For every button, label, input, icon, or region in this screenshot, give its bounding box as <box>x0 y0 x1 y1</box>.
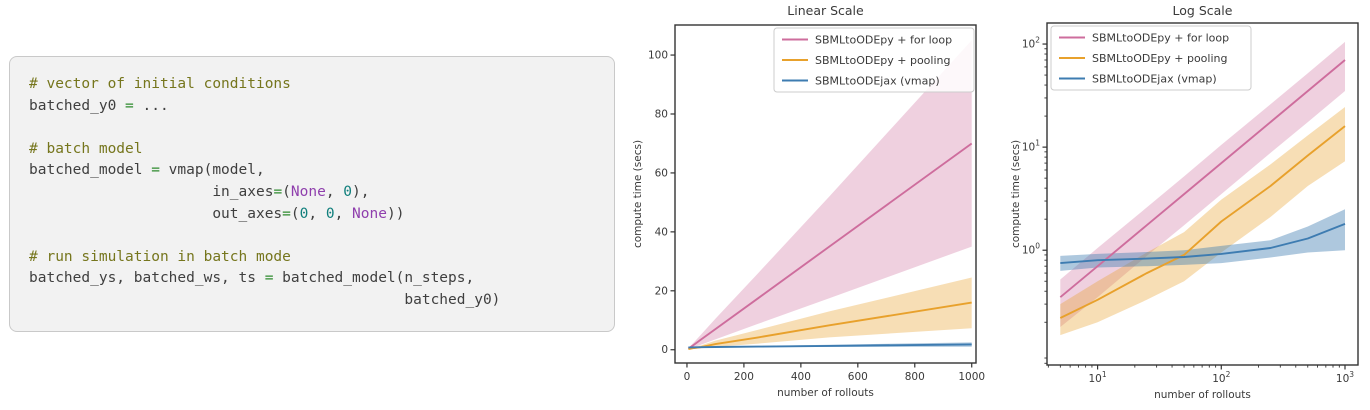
y-axis-label: compute time (secs) <box>632 140 644 248</box>
tick-label: 800 <box>905 371 925 383</box>
code-token-plain: batched_y0 <box>29 97 126 114</box>
code-token-plain: )) <box>386 205 405 222</box>
code-token-plain: batched_ys, batched_ws, ts <box>29 270 265 287</box>
tick-label: 101 <box>1022 139 1040 154</box>
band-series-1 <box>1060 107 1345 336</box>
legend-label: SBMLtoODEpy + for loop <box>1092 32 1229 45</box>
log-scale-chart: 101 102 103 number of rollouts 100 101 102 comp… <box>1008 0 1370 406</box>
legend-label: SBMLtoODEpy + pooling <box>1092 52 1227 65</box>
tick-label: 0 <box>661 344 668 356</box>
linear-chart-svg: 0 200 400 600 800 1000 number of rollouts 0 20 40… <box>632 3 985 399</box>
band-series-2 <box>1060 209 1345 271</box>
legend-box <box>1050 25 1252 91</box>
band-series-0 <box>1060 41 1345 328</box>
series-lines <box>1059 59 1346 319</box>
tick-label: 0 <box>684 371 691 383</box>
tick-label: 400 <box>791 371 811 383</box>
x-axis: 101 102 103 number of rollouts <box>1047 365 1354 401</box>
x-axis-label: number of rollouts <box>1154 389 1251 401</box>
code-token-operator: = <box>282 205 291 222</box>
code-token-plain: , <box>308 205 326 222</box>
band-series-1 <box>688 277 972 350</box>
band-series-0 <box>688 40 972 350</box>
code-token-plain: , <box>325 183 344 200</box>
linear-scale-chart: 0 200 400 600 800 1000 number of rollouts 0 20 40… <box>630 0 1010 406</box>
x-axis: 0 200 400 600 800 1000 number of rollouts <box>684 363 985 399</box>
tick-label: 100 <box>1022 242 1040 257</box>
code-token-plain: batched_model(n_steps, <box>273 270 475 287</box>
tick-label: 80 <box>655 108 668 120</box>
code-token-number: 0 <box>325 205 335 222</box>
code-token-plain: ... <box>133 97 169 114</box>
legend-label: SBMLtoODEpy + pooling <box>815 54 950 67</box>
legend: SBMLtoODEpy + for loop SBMLtoODEpy + pool… <box>1050 25 1252 91</box>
code-token-operator: = <box>264 270 274 287</box>
series-lines <box>687 142 973 351</box>
line-series-1 <box>688 301 972 351</box>
legend-label: SBMLtoODEpy + for loop <box>815 34 952 47</box>
code-token-number: 0 <box>299 205 309 222</box>
code-token-plain: vmap(model, <box>159 162 265 179</box>
tick-label: 40 <box>655 226 668 238</box>
tick-label: 1000 <box>958 371 985 383</box>
x-axis-label: number of rollouts <box>777 387 874 399</box>
code-block: # vector of initial conditions batched_y… <box>9 56 615 332</box>
code-token-plain: batched_model <box>29 162 152 179</box>
code-token-plain: out_axes <box>29 205 283 222</box>
chart-title: Linear Scale <box>787 3 864 18</box>
legend-label: SBMLtoODEjax (vmap) <box>1092 73 1217 86</box>
code-token-operator: = <box>125 97 134 114</box>
code-token-comment: # run simulation in batch mode <box>29 248 291 265</box>
tick-label: 600 <box>848 371 868 383</box>
y-axis: 100 101 102 compute time (secs) <box>1010 36 1047 364</box>
code-token-plain: batched_y0) <box>29 291 501 308</box>
tick-label: 101 <box>1089 370 1107 385</box>
line-series-2 <box>1060 223 1346 265</box>
legend: SBMLtoODEpy + for loop SBMLtoODEpy + pool… <box>773 27 975 93</box>
code-token-plain: in_axes <box>29 183 274 200</box>
tick-label: 200 <box>734 371 754 383</box>
code-content: # vector of initial conditions batched_y… <box>29 74 595 312</box>
legend-box <box>773 27 975 93</box>
code-token-comment: # vector of initial conditions <box>29 76 291 92</box>
log-chart-svg: 101 102 103 number of rollouts 100 101 102 comp… <box>1010 3 1359 401</box>
code-token-keyword: None <box>352 205 387 222</box>
plot-frame <box>674 24 977 364</box>
code-token-plain: ), <box>352 183 370 200</box>
tick-label: 102 <box>1212 370 1230 385</box>
code-token-plain: ( <box>282 183 291 200</box>
tick-label: 103 <box>1336 370 1354 385</box>
tick-label: 102 <box>1022 36 1040 51</box>
code-token-number: 0 <box>343 183 353 200</box>
code-token-operator: = <box>273 183 283 200</box>
legend-label: SBMLtoODEjax (vmap) <box>815 75 940 88</box>
confidence-bands <box>1060 41 1345 336</box>
code-token-plain: , <box>334 205 353 222</box>
code-token-plain: ( <box>290 205 300 222</box>
tick-label: 100 <box>648 50 668 62</box>
line-series-2 <box>688 343 972 349</box>
tick-label: 60 <box>655 167 668 179</box>
tick-label: 20 <box>655 285 668 297</box>
line-series-1 <box>1059 125 1346 319</box>
y-axis-label: compute time (secs) <box>1010 140 1022 248</box>
chart-title: Log Scale <box>1173 3 1233 18</box>
code-token-keyword: None <box>290 183 326 200</box>
code-token-comment: # batch model <box>29 140 143 157</box>
code-token-operator: = <box>151 162 160 179</box>
y-axis: 0 20 40 60 80 100 compute time (secs) <box>632 50 675 356</box>
